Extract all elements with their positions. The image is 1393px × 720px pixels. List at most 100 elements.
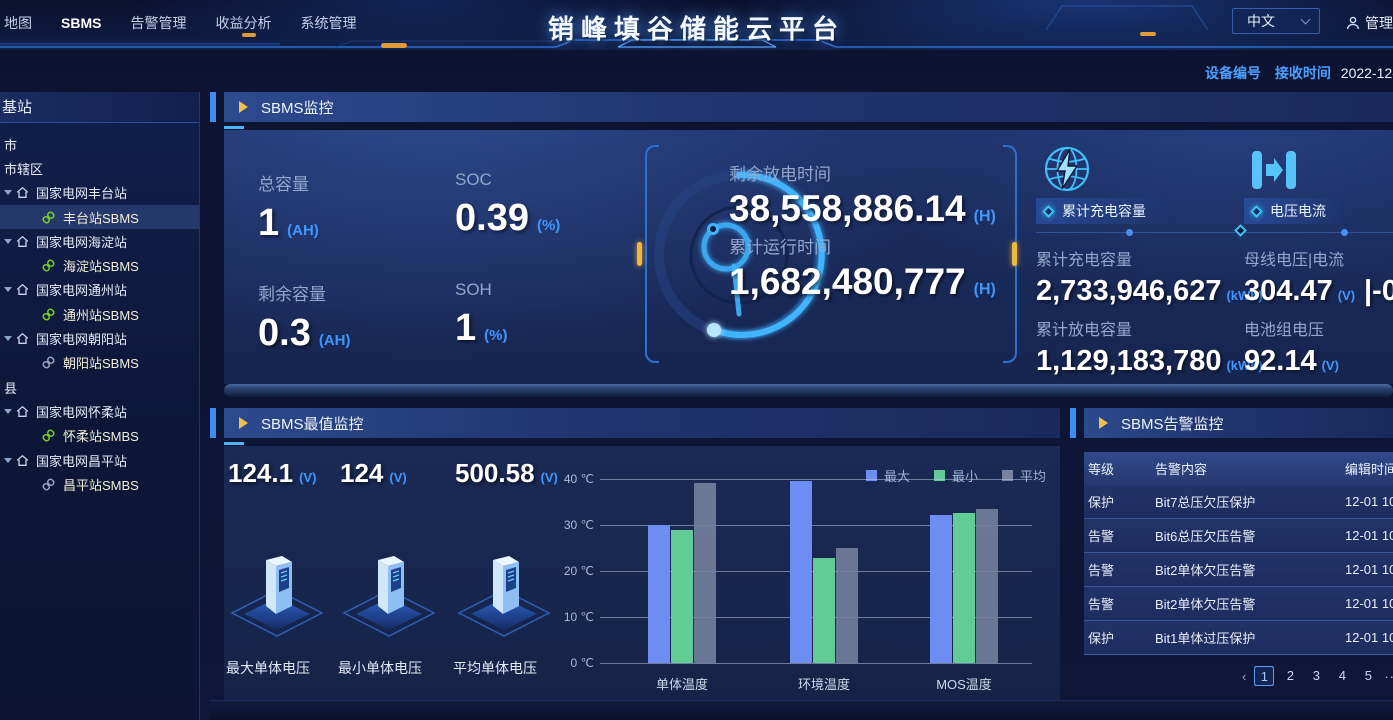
bar-平均[interactable] <box>976 509 998 663</box>
tree-device[interactable]: 通州站SBMS <box>0 302 199 326</box>
connector-line <box>1036 232 1393 233</box>
tree-device-label: 怀柔站SMBS <box>63 429 139 445</box>
alarm-row[interactable]: 告警 Bit2单体欠压告警 12-01 10 <box>1084 553 1393 587</box>
pagination-page-3[interactable]: 3 <box>1312 668 1320 683</box>
alarm-row[interactable]: 告警 Bit2单体欠压告警 12-01 10 <box>1084 587 1393 621</box>
alarm-time: 12-01 10 <box>1345 562 1393 577</box>
legend-label: 最小 <box>951 469 978 484</box>
tree-station[interactable]: 国家电网海淀站 <box>0 229 199 253</box>
home-icon <box>16 284 29 296</box>
legend-label: 平均 <box>1019 469 1046 484</box>
badge-charge-capacity: 累计充电容量 <box>1036 198 1162 224</box>
stat-unit: (%) <box>484 327 508 344</box>
bar-最大[interactable] <box>930 514 952 663</box>
receive-time-value: 2022-12-03 1 <box>1340 65 1393 81</box>
tree-station[interactable]: 国家电网通州站 <box>0 278 199 302</box>
stat-extra: |-0.7 <box>1364 275 1393 307</box>
tree-station[interactable]: 国家电网昌平站 <box>0 448 199 472</box>
gauge-bracket-left <box>645 145 659 363</box>
stat-unit: (V) <box>540 470 558 485</box>
stat-label: 母线电压|电流 <box>1244 252 1345 269</box>
pagination-page-5[interactable]: 5 <box>1364 668 1372 683</box>
tree-device-label: 昌平站SMBS <box>63 477 139 493</box>
tree-station[interactable]: 国家电网怀柔站 <box>0 399 199 423</box>
nav-item-map[interactable]: 地图 <box>4 15 32 31</box>
tree-station[interactable]: 国家电网朝阳站 <box>0 326 199 350</box>
stat-value: 1 <box>258 202 280 244</box>
user-menu[interactable]: 管理员 <box>1346 13 1393 33</box>
legend-swatch <box>933 470 945 481</box>
meta-bar: 设备编号 接收时间 2022-12-03 1 <box>1205 63 1393 83</box>
tree-region[interactable]: 县 <box>4 380 18 396</box>
stat-unit: (H) <box>973 281 996 298</box>
sidebar-title: 基站 <box>0 92 199 123</box>
stat-label: 累计放电容量 <box>1036 322 1133 339</box>
bar-最大[interactable] <box>790 480 812 663</box>
link-icon <box>42 308 55 321</box>
alarm-row[interactable]: 保护 Bit7总压欠压保护 12-01 10 <box>1084 485 1393 519</box>
legend-item-平均[interactable]: 平均 <box>1001 466 1046 485</box>
tree-device[interactable]: 昌平站SMBS <box>0 472 199 496</box>
tree-station-label: 国家电网海淀站 <box>36 234 128 250</box>
tree-device-label: 丰台站SBMS <box>63 210 139 226</box>
pagination-page-2[interactable]: 2 <box>1286 668 1294 683</box>
tree-device[interactable]: 丰台站SBMS <box>0 204 199 230</box>
tree-device[interactable]: 海淀站SBMS <box>0 253 199 277</box>
language-select[interactable]: 中文 <box>1232 8 1320 34</box>
stat-line: 2,733,946,627 (kWh) <box>1036 275 1263 308</box>
stat-line: 1 (AH) <box>258 202 319 245</box>
pagination-prev[interactable]: ‹ <box>1242 668 1247 684</box>
alarm-row[interactable]: 告警 Bit6总压欠压告警 12-01 10 <box>1084 519 1393 553</box>
bar-平均[interactable] <box>836 548 858 663</box>
bar-最小[interactable] <box>813 558 835 663</box>
stat-line: 0.39 (%) <box>455 197 560 240</box>
alarm-level: 告警 <box>1088 529 1115 544</box>
nav-item-revenue-analysis[interactable]: 收益分析 <box>215 15 272 31</box>
main-nav: 地图 SBMS 告警管理 收益分析 系统管理 <box>4 0 356 46</box>
panel-bottom-bar <box>224 384 1393 397</box>
alarm-level: 告警 <box>1088 597 1115 612</box>
tree-region[interactable]: 市 <box>4 137 18 153</box>
nav-item-alarm-management[interactable]: 告警管理 <box>130 15 187 31</box>
tree-device[interactable]: 怀柔站SMBS <box>0 424 199 448</box>
nav-item-system-management[interactable]: 系统管理 <box>300 15 357 31</box>
bar-最大[interactable] <box>648 525 670 663</box>
alarm-row[interactable]: 保护 Bit1单体过压保护 12-01 10 <box>1084 621 1393 655</box>
cabinet-icon-wrap <box>457 546 552 646</box>
tree-region[interactable]: 市辖区 <box>4 161 44 177</box>
pagination-more[interactable]: ··· <box>1384 668 1393 684</box>
stat-line: 0.3 (AH) <box>258 312 350 355</box>
stat-value: 124.1 <box>228 458 294 488</box>
stat-value: 304.47 <box>1244 275 1333 307</box>
stat-line: 500.58 (V) <box>455 458 558 489</box>
cabinet-icon <box>342 556 436 637</box>
station-sidebar: 基站 市市辖区国家电网丰台站丰台站SBMS 国家电网海淀站海淀站SBMS 国家电网通… <box>0 92 200 720</box>
app-title: 销峰填谷储能云平台 <box>547 14 845 44</box>
diamond-icon <box>1250 204 1263 218</box>
caret-down-icon <box>4 190 12 196</box>
sbms-extremes-header: SBMS最值监控 <box>224 408 1060 438</box>
bar-最小[interactable] <box>671 529 693 663</box>
person-icon <box>1346 16 1360 30</box>
diamond-icon <box>1042 204 1055 218</box>
tree-device[interactable]: 朝阳站SBMS <box>0 351 199 375</box>
stat-line: 1,129,183,780 (kWh) <box>1036 345 1263 378</box>
bar-最小[interactable] <box>953 512 975 663</box>
stat-label: 总容量 <box>258 175 309 194</box>
charge-capacity-globe-icon <box>1044 146 1090 192</box>
stat-label: SOH <box>455 280 492 299</box>
pagination-page-1[interactable]: 1 <box>1254 666 1275 686</box>
panel-accent-bar <box>210 408 216 438</box>
pagination-page-4[interactable]: 4 <box>1338 668 1346 683</box>
link-icon <box>42 211 55 224</box>
legend-item-最小[interactable]: 最小 <box>933 466 978 485</box>
alarm-time: 12-01 10 <box>1345 494 1393 509</box>
user-name: 管理员 <box>1365 15 1393 31</box>
nav-item-sbms[interactable]: SBMS <box>61 15 102 31</box>
tree-station[interactable]: 国家电网丰台站 <box>0 181 199 205</box>
y-axis-tick: 30 ℃ <box>563 518 594 532</box>
stat-value: 0.39 <box>455 197 529 239</box>
legend-item-最大[interactable]: 最大 <box>865 466 910 485</box>
bar-平均[interactable] <box>694 482 716 663</box>
stat-累计运行时间: 累计运行时间 1,682,480,777 (H) <box>729 233 996 303</box>
